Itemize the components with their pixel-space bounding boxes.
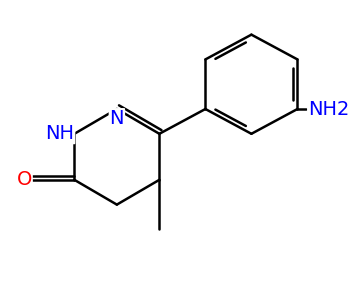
Text: NH2: NH2: [308, 99, 350, 118]
Text: O: O: [16, 170, 32, 189]
Text: N: N: [110, 109, 124, 128]
Text: NH: NH: [45, 124, 74, 143]
